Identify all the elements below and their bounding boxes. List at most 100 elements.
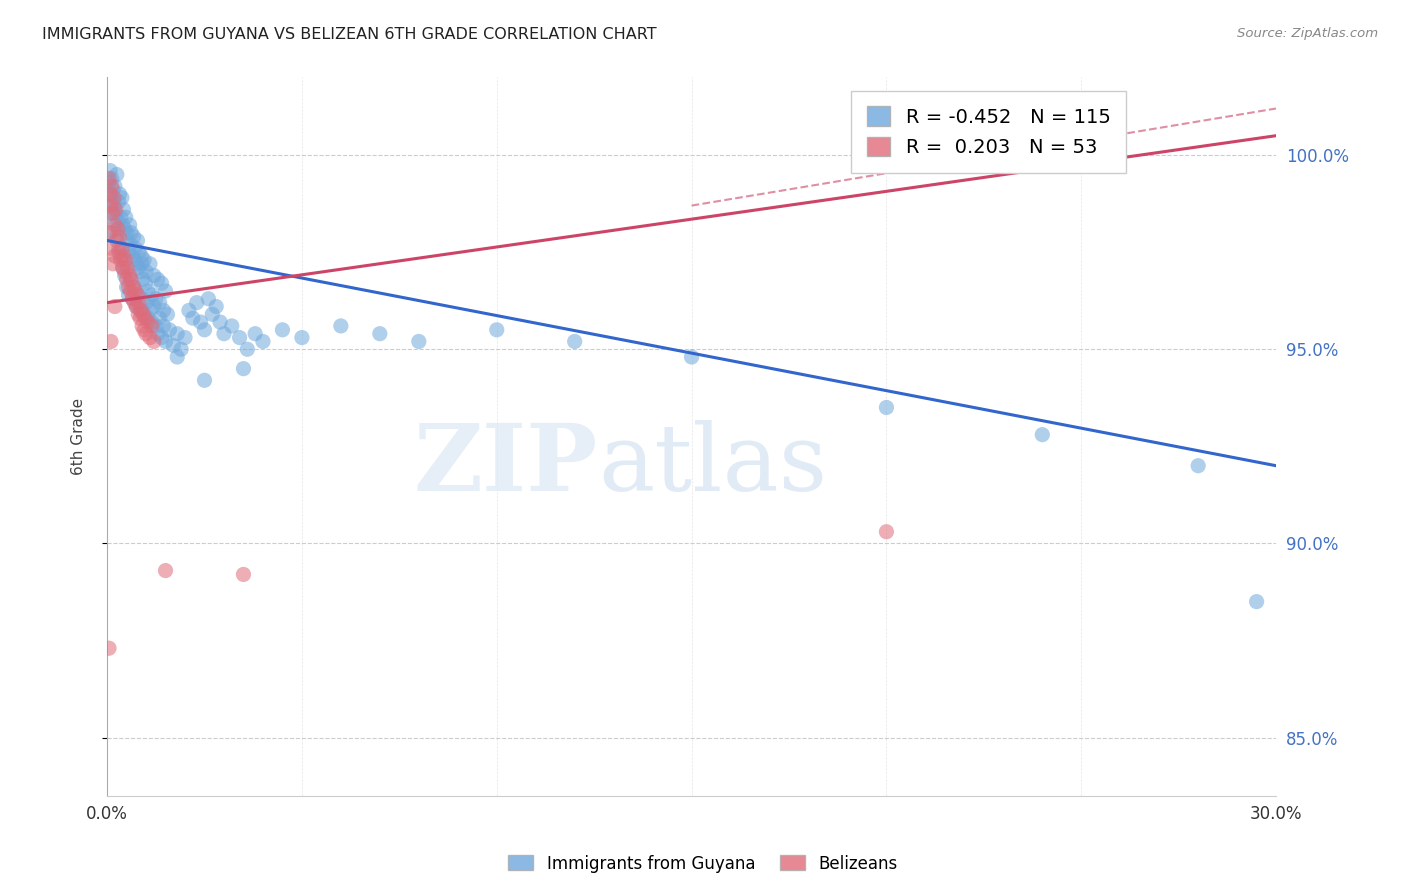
- Point: [120, 237, 142, 252]
- Point: [114, 222, 136, 236]
- Point: [146, 326, 169, 341]
- Point: [150, 330, 173, 344]
- Point: [114, 268, 136, 283]
- Point: [155, 564, 177, 578]
- Point: [236, 343, 259, 357]
- Point: [117, 288, 139, 302]
- Point: [181, 311, 204, 326]
- Point: [329, 318, 352, 333]
- Point: [1031, 427, 1053, 442]
- Point: [101, 194, 124, 209]
- Point: [111, 241, 134, 255]
- Point: [104, 300, 127, 314]
- Point: [136, 284, 159, 298]
- Point: [135, 264, 157, 278]
- Point: [125, 300, 148, 314]
- Point: [120, 226, 142, 240]
- Point: [103, 198, 125, 212]
- Point: [111, 260, 134, 275]
- Point: [132, 307, 155, 321]
- Point: [105, 168, 128, 182]
- Point: [146, 272, 169, 286]
- Point: [228, 330, 250, 344]
- Point: [110, 249, 132, 263]
- Text: ZIP: ZIP: [413, 420, 598, 510]
- Point: [100, 179, 122, 194]
- Point: [166, 326, 188, 341]
- Point: [129, 264, 152, 278]
- Point: [205, 300, 228, 314]
- Point: [149, 311, 172, 326]
- Point: [150, 277, 173, 291]
- Point: [141, 288, 163, 302]
- Point: [128, 245, 150, 260]
- Point: [107, 245, 129, 260]
- Point: [127, 234, 149, 248]
- Point: [135, 295, 157, 310]
- Point: [127, 260, 149, 275]
- Point: [186, 295, 208, 310]
- Point: [104, 179, 127, 194]
- Point: [111, 218, 134, 232]
- Point: [115, 226, 138, 240]
- Point: [98, 641, 121, 656]
- Point: [112, 202, 135, 217]
- Y-axis label: 6th Grade: 6th Grade: [72, 398, 86, 475]
- Point: [139, 303, 162, 318]
- Point: [252, 334, 274, 349]
- Point: [107, 214, 129, 228]
- Point: [120, 284, 142, 298]
- Point: [136, 311, 159, 326]
- Point: [101, 183, 124, 197]
- Point: [142, 334, 165, 349]
- Point: [112, 249, 135, 263]
- Point: [1187, 458, 1209, 473]
- Point: [125, 300, 148, 314]
- Point: [104, 249, 127, 263]
- Point: [108, 186, 131, 201]
- Point: [122, 280, 145, 294]
- Legend: R = -0.452   N = 115, R =  0.203   N = 53: R = -0.452 N = 115, R = 0.203 N = 53: [851, 91, 1126, 173]
- Point: [129, 311, 152, 326]
- Point: [114, 264, 136, 278]
- Point: [124, 252, 146, 267]
- Point: [114, 211, 136, 225]
- Point: [166, 350, 188, 364]
- Point: [100, 171, 122, 186]
- Point: [98, 171, 121, 186]
- Point: [149, 295, 172, 310]
- Point: [156, 307, 179, 321]
- Point: [107, 222, 129, 236]
- Point: [120, 272, 142, 286]
- Point: [101, 206, 124, 220]
- Point: [98, 163, 121, 178]
- Point: [117, 234, 139, 248]
- Point: [271, 323, 294, 337]
- Point: [139, 330, 162, 344]
- Point: [132, 307, 155, 321]
- Text: IMMIGRANTS FROM GUYANA VS BELIZEAN 6TH GRADE CORRELATION CHART: IMMIGRANTS FROM GUYANA VS BELIZEAN 6TH G…: [42, 27, 657, 42]
- Point: [232, 361, 254, 376]
- Point: [104, 202, 127, 217]
- Point: [100, 334, 122, 349]
- Point: [129, 303, 152, 318]
- Point: [98, 186, 121, 201]
- Point: [232, 567, 254, 582]
- Point: [170, 343, 193, 357]
- Point: [193, 323, 215, 337]
- Point: [142, 268, 165, 283]
- Point: [155, 284, 177, 298]
- Point: [118, 268, 141, 283]
- Point: [127, 288, 149, 302]
- Point: [105, 229, 128, 244]
- Point: [1246, 594, 1268, 608]
- Point: [875, 524, 897, 539]
- Point: [221, 318, 243, 333]
- Point: [197, 292, 219, 306]
- Point: [190, 315, 212, 329]
- Point: [564, 334, 586, 349]
- Point: [875, 401, 897, 415]
- Point: [131, 249, 153, 263]
- Point: [209, 315, 232, 329]
- Point: [115, 280, 138, 294]
